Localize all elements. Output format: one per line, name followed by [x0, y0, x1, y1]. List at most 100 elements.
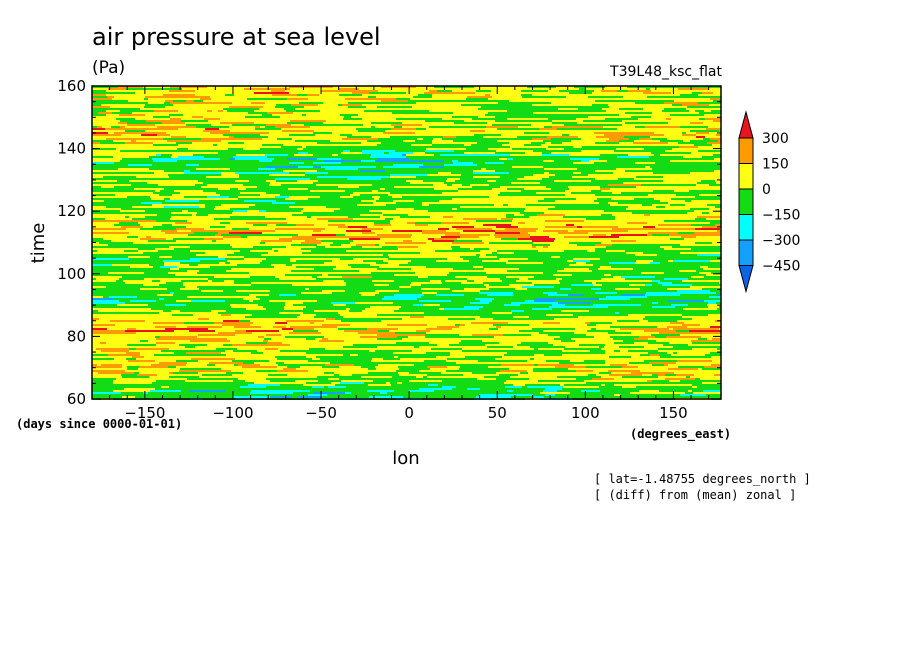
heatmap-cell — [668, 384, 692, 386]
heatmap-cell — [593, 370, 597, 372]
heatmap-cell — [205, 198, 238, 200]
heatmap-cell — [585, 88, 604, 90]
heatmap-cell — [496, 104, 532, 106]
heatmap-cell — [195, 292, 200, 294]
heatmap-cell — [345, 224, 374, 226]
heatmap-cell — [510, 376, 520, 378]
heatmap-cell — [419, 226, 425, 228]
heatmap-cell — [128, 256, 150, 258]
heatmap-cell — [112, 98, 117, 100]
heatmap-cell — [546, 186, 568, 188]
heatmap-cell — [474, 86, 490, 88]
heatmap-cell — [321, 240, 353, 242]
heatmap-cell — [376, 282, 411, 284]
heatmap-cell — [430, 108, 451, 110]
heatmap-cell — [367, 336, 397, 338]
heatmap-cell — [366, 346, 377, 348]
heatmap-cell — [461, 174, 497, 176]
heatmap-cell — [509, 368, 533, 370]
heatmap-cell — [364, 382, 386, 384]
heatmap-cell — [663, 344, 688, 346]
heatmap-cell — [194, 250, 209, 252]
heatmap-cell — [394, 356, 398, 358]
heatmap-cell — [357, 204, 386, 206]
heatmap-cell — [577, 168, 610, 170]
heatmap-cell — [384, 238, 417, 240]
heatmap-cell — [92, 362, 125, 364]
heatmap-cell — [349, 310, 362, 312]
heatmap-cell — [553, 274, 572, 276]
heatmap-cell — [342, 182, 379, 184]
heatmap-cell — [394, 294, 418, 296]
heatmap-cell — [367, 390, 394, 392]
heatmap-cell — [267, 156, 272, 158]
heatmap-cell — [325, 246, 351, 248]
heatmap-cell — [647, 234, 652, 236]
heatmap-cell — [280, 350, 297, 352]
heatmap-cell — [257, 350, 280, 352]
heatmap-cell — [180, 262, 197, 264]
heatmap-cell — [274, 152, 281, 154]
heatmap-cell — [219, 274, 224, 276]
heatmap-cell — [92, 288, 122, 290]
heatmap-cell — [657, 100, 674, 102]
heatmap-cell — [697, 188, 721, 190]
heatmap-cell — [328, 178, 347, 180]
heatmap-cell — [495, 120, 528, 122]
heatmap-cell — [664, 108, 686, 110]
heatmap-cell — [480, 294, 487, 296]
heatmap-cell — [569, 262, 576, 264]
heatmap-cell — [618, 396, 651, 398]
heatmap-cell — [693, 118, 699, 120]
heatmap-cell — [127, 124, 149, 126]
heatmap-cell — [185, 286, 197, 288]
heatmap-cell — [586, 148, 616, 150]
heatmap-cell — [308, 318, 326, 320]
heatmap-cell — [316, 148, 342, 150]
heatmap-cell — [389, 256, 416, 258]
heatmap-cell — [518, 152, 525, 154]
heatmap-cell — [539, 356, 556, 358]
heatmap-cell — [377, 234, 412, 236]
heatmap-cell — [129, 350, 161, 352]
heatmap-cell — [92, 206, 106, 208]
heatmap-cell — [426, 266, 440, 268]
heatmap-cell — [133, 282, 166, 284]
heatmap-cell — [680, 180, 701, 182]
heatmap-cell — [573, 162, 594, 164]
heatmap-cell — [408, 214, 412, 216]
heatmap-cell — [235, 158, 263, 160]
x-tick-label: 50 — [488, 404, 507, 422]
heatmap-cell — [513, 292, 543, 294]
heatmap-cell — [396, 98, 410, 100]
heatmap-cell — [281, 184, 316, 186]
heatmap-cell — [182, 210, 188, 212]
heatmap-cell — [431, 256, 460, 258]
heatmap-cell — [485, 344, 504, 346]
heatmap-cell — [92, 226, 121, 228]
heatmap-cell — [492, 188, 507, 190]
heatmap-cell — [307, 216, 311, 218]
heatmap-cell — [141, 370, 163, 372]
heatmap-cell — [312, 254, 346, 256]
heatmap-cell — [499, 298, 535, 300]
heatmap-cell — [92, 322, 110, 324]
heatmap-cell — [574, 224, 587, 226]
heatmap-cell — [458, 284, 484, 286]
heatmap-cell — [610, 326, 628, 328]
heatmap-cell — [689, 282, 719, 284]
heatmap-cell — [119, 154, 156, 156]
heatmap-cell — [189, 98, 200, 100]
heatmap-cell — [713, 154, 721, 156]
heatmap-cell — [108, 88, 126, 90]
heatmap-cell — [143, 148, 177, 150]
heatmap-cell — [592, 92, 626, 94]
heatmap-cell — [158, 218, 170, 220]
heatmap-cell — [593, 394, 602, 396]
heatmap-cell — [92, 350, 101, 352]
heatmap-cell — [92, 210, 120, 212]
heatmap-cell — [569, 254, 586, 256]
heatmap-cell — [641, 134, 655, 136]
heatmap-cell — [101, 368, 107, 370]
heatmap-cell — [422, 162, 453, 164]
